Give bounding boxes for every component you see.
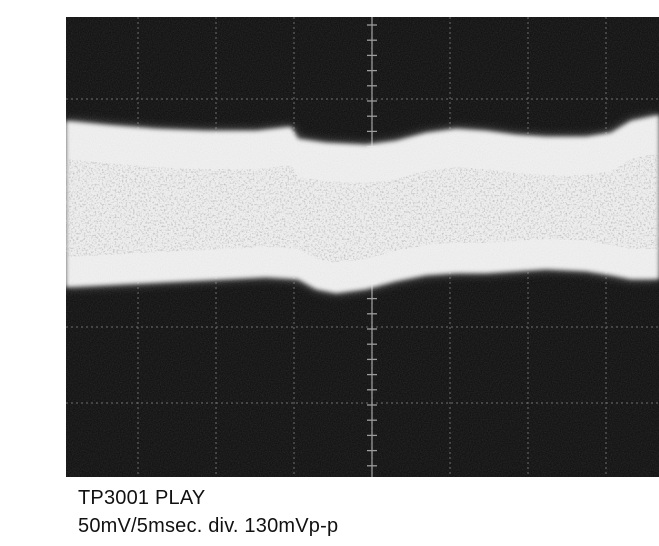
oscilloscope-trace-graphic bbox=[66, 17, 659, 477]
caption-title: TP3001 PLAY bbox=[78, 487, 206, 509]
figure-caption: TP3001 PLAY 50mV/5msec. div. 130mVp-p bbox=[78, 484, 338, 540]
caption-settings: 50mV/5msec. div. 130mVp-p bbox=[78, 515, 339, 537]
trace-band bbox=[66, 115, 659, 293]
film-grain bbox=[66, 17, 659, 477]
oscilloscope-screen-photo bbox=[66, 17, 659, 477]
